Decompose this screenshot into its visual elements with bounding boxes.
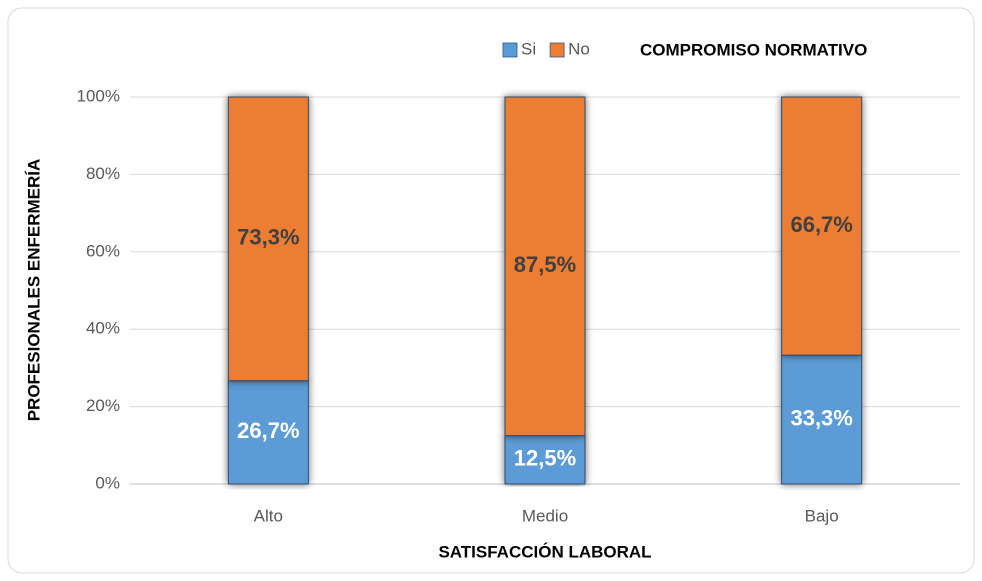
bar-segment	[781, 354, 863, 485]
chart-title: COMPROMISO NORMATIVO	[640, 40, 867, 59]
x-tick-label: Medio	[522, 506, 568, 525]
data-label: 66,7%	[790, 212, 852, 237]
legend-swatch	[502, 42, 518, 58]
data-label: 12,5%	[514, 446, 576, 471]
data-label: 87,5%	[514, 252, 576, 277]
y-tick-label: 40%	[86, 319, 120, 338]
bar-segment	[504, 96, 586, 437]
bar-segment	[781, 96, 863, 356]
y-tick-label: 80%	[86, 164, 120, 183]
legend-label: No	[568, 39, 590, 58]
bar-segment	[227, 96, 309, 382]
legend-swatch	[549, 42, 565, 58]
y-tick-label: 0%	[95, 473, 120, 492]
legend-label: Si	[521, 39, 536, 58]
x-tick-label: Alto	[254, 506, 283, 525]
data-label: 33,3%	[790, 405, 852, 430]
x-tick-label: Bajo	[805, 506, 839, 525]
y-tick-label: 100%	[77, 86, 120, 105]
y-axis-label: PROFESIONALES ENFERMERÍA	[24, 159, 43, 422]
x-axis-label: SATISFACCIÓN LABORAL	[438, 542, 651, 561]
data-label: 26,7%	[237, 418, 299, 443]
data-label: 73,3%	[237, 225, 299, 250]
bar-segment	[227, 380, 309, 485]
y-tick-label: 60%	[86, 241, 120, 260]
y-tick-label: 20%	[86, 396, 120, 415]
